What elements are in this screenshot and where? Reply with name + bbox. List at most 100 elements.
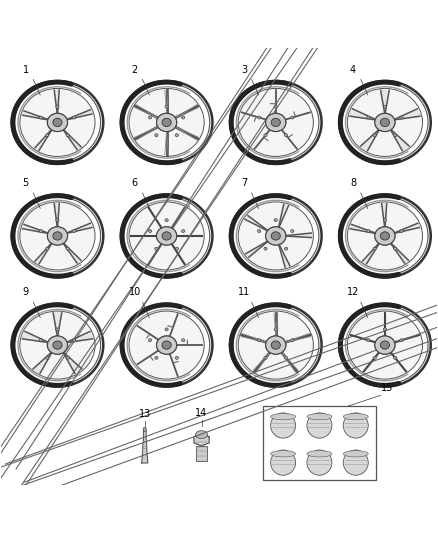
Polygon shape [286,233,311,238]
Ellipse shape [266,336,286,354]
Polygon shape [54,90,59,114]
Ellipse shape [373,134,376,136]
Polygon shape [23,224,48,233]
Polygon shape [63,352,82,373]
Ellipse shape [375,227,395,245]
Ellipse shape [274,105,277,108]
Polygon shape [67,223,92,233]
Ellipse shape [175,247,178,250]
Ellipse shape [274,219,277,222]
Polygon shape [22,332,48,343]
Ellipse shape [155,357,158,359]
Ellipse shape [307,450,332,457]
Ellipse shape [284,134,288,136]
Polygon shape [391,243,409,263]
Ellipse shape [53,118,62,126]
Ellipse shape [383,219,386,222]
Polygon shape [67,110,92,120]
Ellipse shape [271,450,296,457]
Ellipse shape [394,247,397,250]
Ellipse shape [367,116,370,119]
Ellipse shape [47,227,67,245]
Ellipse shape [124,84,210,161]
Ellipse shape [339,195,431,277]
Ellipse shape [47,114,67,132]
Text: 2: 2 [131,64,138,75]
Ellipse shape [380,118,389,126]
Ellipse shape [291,230,294,232]
Ellipse shape [380,232,389,240]
Ellipse shape [271,413,296,438]
Ellipse shape [271,341,280,349]
Polygon shape [194,434,209,446]
Ellipse shape [162,118,171,126]
Ellipse shape [66,357,69,359]
Ellipse shape [47,227,67,245]
Ellipse shape [66,247,69,250]
Text: 10: 10 [129,287,141,297]
Ellipse shape [375,227,395,245]
Ellipse shape [72,116,76,119]
Text: 7: 7 [241,178,247,188]
Text: 14: 14 [195,408,208,418]
Ellipse shape [343,450,368,475]
Ellipse shape [72,339,76,342]
Ellipse shape [367,339,370,342]
Text: 9: 9 [22,287,28,297]
Ellipse shape [291,116,294,119]
Ellipse shape [307,414,332,420]
Ellipse shape [66,134,69,136]
Ellipse shape [156,336,177,354]
Ellipse shape [156,336,177,354]
Ellipse shape [148,230,152,232]
Polygon shape [279,204,289,227]
Ellipse shape [339,304,431,386]
Ellipse shape [156,114,177,132]
Ellipse shape [271,414,296,420]
Ellipse shape [182,339,185,342]
Ellipse shape [284,247,288,250]
Text: 13: 13 [139,409,151,419]
Ellipse shape [264,357,267,359]
Ellipse shape [148,116,152,119]
Polygon shape [35,243,52,264]
Ellipse shape [271,341,280,349]
Ellipse shape [266,227,286,245]
Polygon shape [394,223,420,233]
Ellipse shape [266,114,286,132]
Ellipse shape [264,134,267,136]
Ellipse shape [148,339,152,342]
Ellipse shape [233,306,319,384]
Ellipse shape [129,88,204,156]
Ellipse shape [143,427,146,432]
Text: 6: 6 [132,178,138,188]
Ellipse shape [274,328,277,331]
Ellipse shape [230,304,321,386]
Ellipse shape [46,134,49,136]
Ellipse shape [233,84,319,161]
Ellipse shape [129,311,204,379]
Bar [196,446,207,461]
Ellipse shape [162,341,171,349]
Polygon shape [63,130,81,150]
Ellipse shape [20,202,95,270]
Polygon shape [54,204,59,227]
Ellipse shape [46,357,49,359]
Ellipse shape [375,336,395,354]
Ellipse shape [47,336,67,354]
Ellipse shape [156,227,177,245]
Ellipse shape [175,357,178,359]
Ellipse shape [339,81,431,164]
Ellipse shape [162,118,171,126]
Polygon shape [381,204,387,227]
Ellipse shape [400,339,403,342]
Ellipse shape [271,232,280,240]
Bar [263,406,376,480]
Ellipse shape [12,195,103,277]
Ellipse shape [383,328,386,331]
Ellipse shape [380,341,389,349]
Ellipse shape [165,328,168,331]
Text: 12: 12 [347,287,359,297]
Ellipse shape [47,336,67,354]
Ellipse shape [347,202,423,270]
